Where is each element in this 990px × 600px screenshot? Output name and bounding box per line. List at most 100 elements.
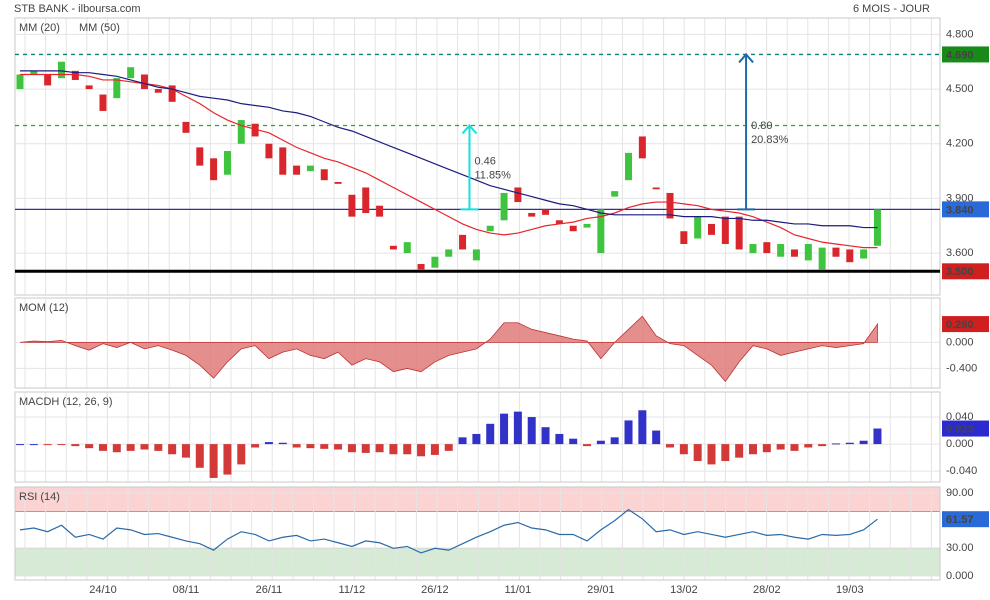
panel-frame [14,297,941,389]
candle [860,249,868,259]
histogram-bar [444,444,453,451]
histogram-bar [569,438,578,445]
x-tick-label: 11/12 [339,584,366,596]
y-tick-label: 4.200 [946,138,974,150]
value-badge [942,316,989,333]
candle [763,242,771,254]
candle [182,121,190,133]
candle [16,74,24,90]
candle [348,194,356,217]
arrow-head [738,52,754,64]
candle [403,242,411,254]
histogram-bar [389,444,398,455]
histogram-bar [126,444,135,451]
histogram-bar [430,444,439,455]
y-tick-label: 0.000 [946,336,974,348]
measure-percent: 11.85% [474,169,511,181]
histogram-bar [666,444,675,448]
y-tick-label: -0.400 [946,362,977,374]
candle [569,225,577,232]
candle [583,223,591,228]
histogram-bar [790,444,799,451]
histogram-bar [472,433,481,445]
candle [486,225,494,232]
histogram-bar [85,444,94,449]
candle [694,216,702,239]
histogram-bar [57,444,66,446]
x-tick-label: 08/11 [173,584,200,596]
candle [376,205,384,217]
candle [223,151,231,175]
histogram-bar [804,444,813,448]
x-tick-label: 26/12 [421,584,449,596]
histogram-bar [693,444,702,462]
y-tick-label: 30.00 [946,542,974,554]
measure-value: 0.46 [474,155,495,167]
rsi-line [19,508,878,554]
candle [113,78,121,99]
histogram-bar [278,442,287,445]
histogram-bar [43,444,52,446]
histogram-bar [596,440,605,445]
candle [127,67,135,79]
histogram-bar [500,413,509,445]
candle [265,143,273,159]
histogram-bar [762,444,771,453]
candle [431,256,439,268]
x-tick-label: 29/01 [587,584,615,596]
histogram-bar [859,440,868,445]
period: 6 MOIS - JOUR [853,3,930,15]
histogram-bar [583,444,592,447]
panel-frame [14,486,941,581]
candle [528,212,536,217]
histogram-bar [638,410,647,445]
histogram-bar [181,444,190,458]
value-badge-label: 0.023 [946,423,974,435]
candle [818,247,826,270]
panel-title: MACDH (12, 26, 9) [19,396,113,408]
histogram-bar [748,444,757,455]
candle [638,136,646,159]
histogram-bar [458,437,467,445]
candle [666,192,674,219]
x-tick-label: 11/01 [505,584,532,596]
candle [749,243,757,254]
histogram-bar [610,437,619,445]
histogram-bar [513,411,522,445]
x-tick-label: 26/11 [256,584,283,596]
y-tick-label: 4.800 [946,28,974,40]
histogram-bar [417,444,426,457]
histogram-bar [195,444,204,468]
panel-title: MOM (12) [19,302,69,314]
histogram-bar [831,443,840,445]
candle [445,249,453,257]
y-tick-label: -0.040 [946,465,977,477]
histogram-bar [652,430,661,445]
panel-frame [14,17,941,296]
histogram-bar [251,444,260,448]
candle [306,165,314,172]
x-tick-label: 24/10 [89,584,117,596]
legend-entry: MM (20) [19,22,60,34]
histogram-bar [403,444,412,455]
candle [71,70,79,80]
measure-value: 0.80 [751,120,772,132]
y-tick-label: 90.00 [946,487,974,499]
histogram-bar [334,444,343,450]
candle [846,249,854,263]
candle [735,216,743,250]
candle [279,147,287,175]
candle [555,220,563,224]
candle [542,209,550,215]
histogram-bar [237,444,246,465]
histogram-bar [818,444,827,447]
histogram-bar [845,442,854,445]
y-tick-label: 0.000 [946,570,974,582]
measure-percent: 20.83% [751,134,789,146]
histogram-bar [264,442,273,445]
candle [168,85,176,102]
histogram-bar [347,444,356,453]
candle [652,187,660,190]
candle [320,169,328,181]
